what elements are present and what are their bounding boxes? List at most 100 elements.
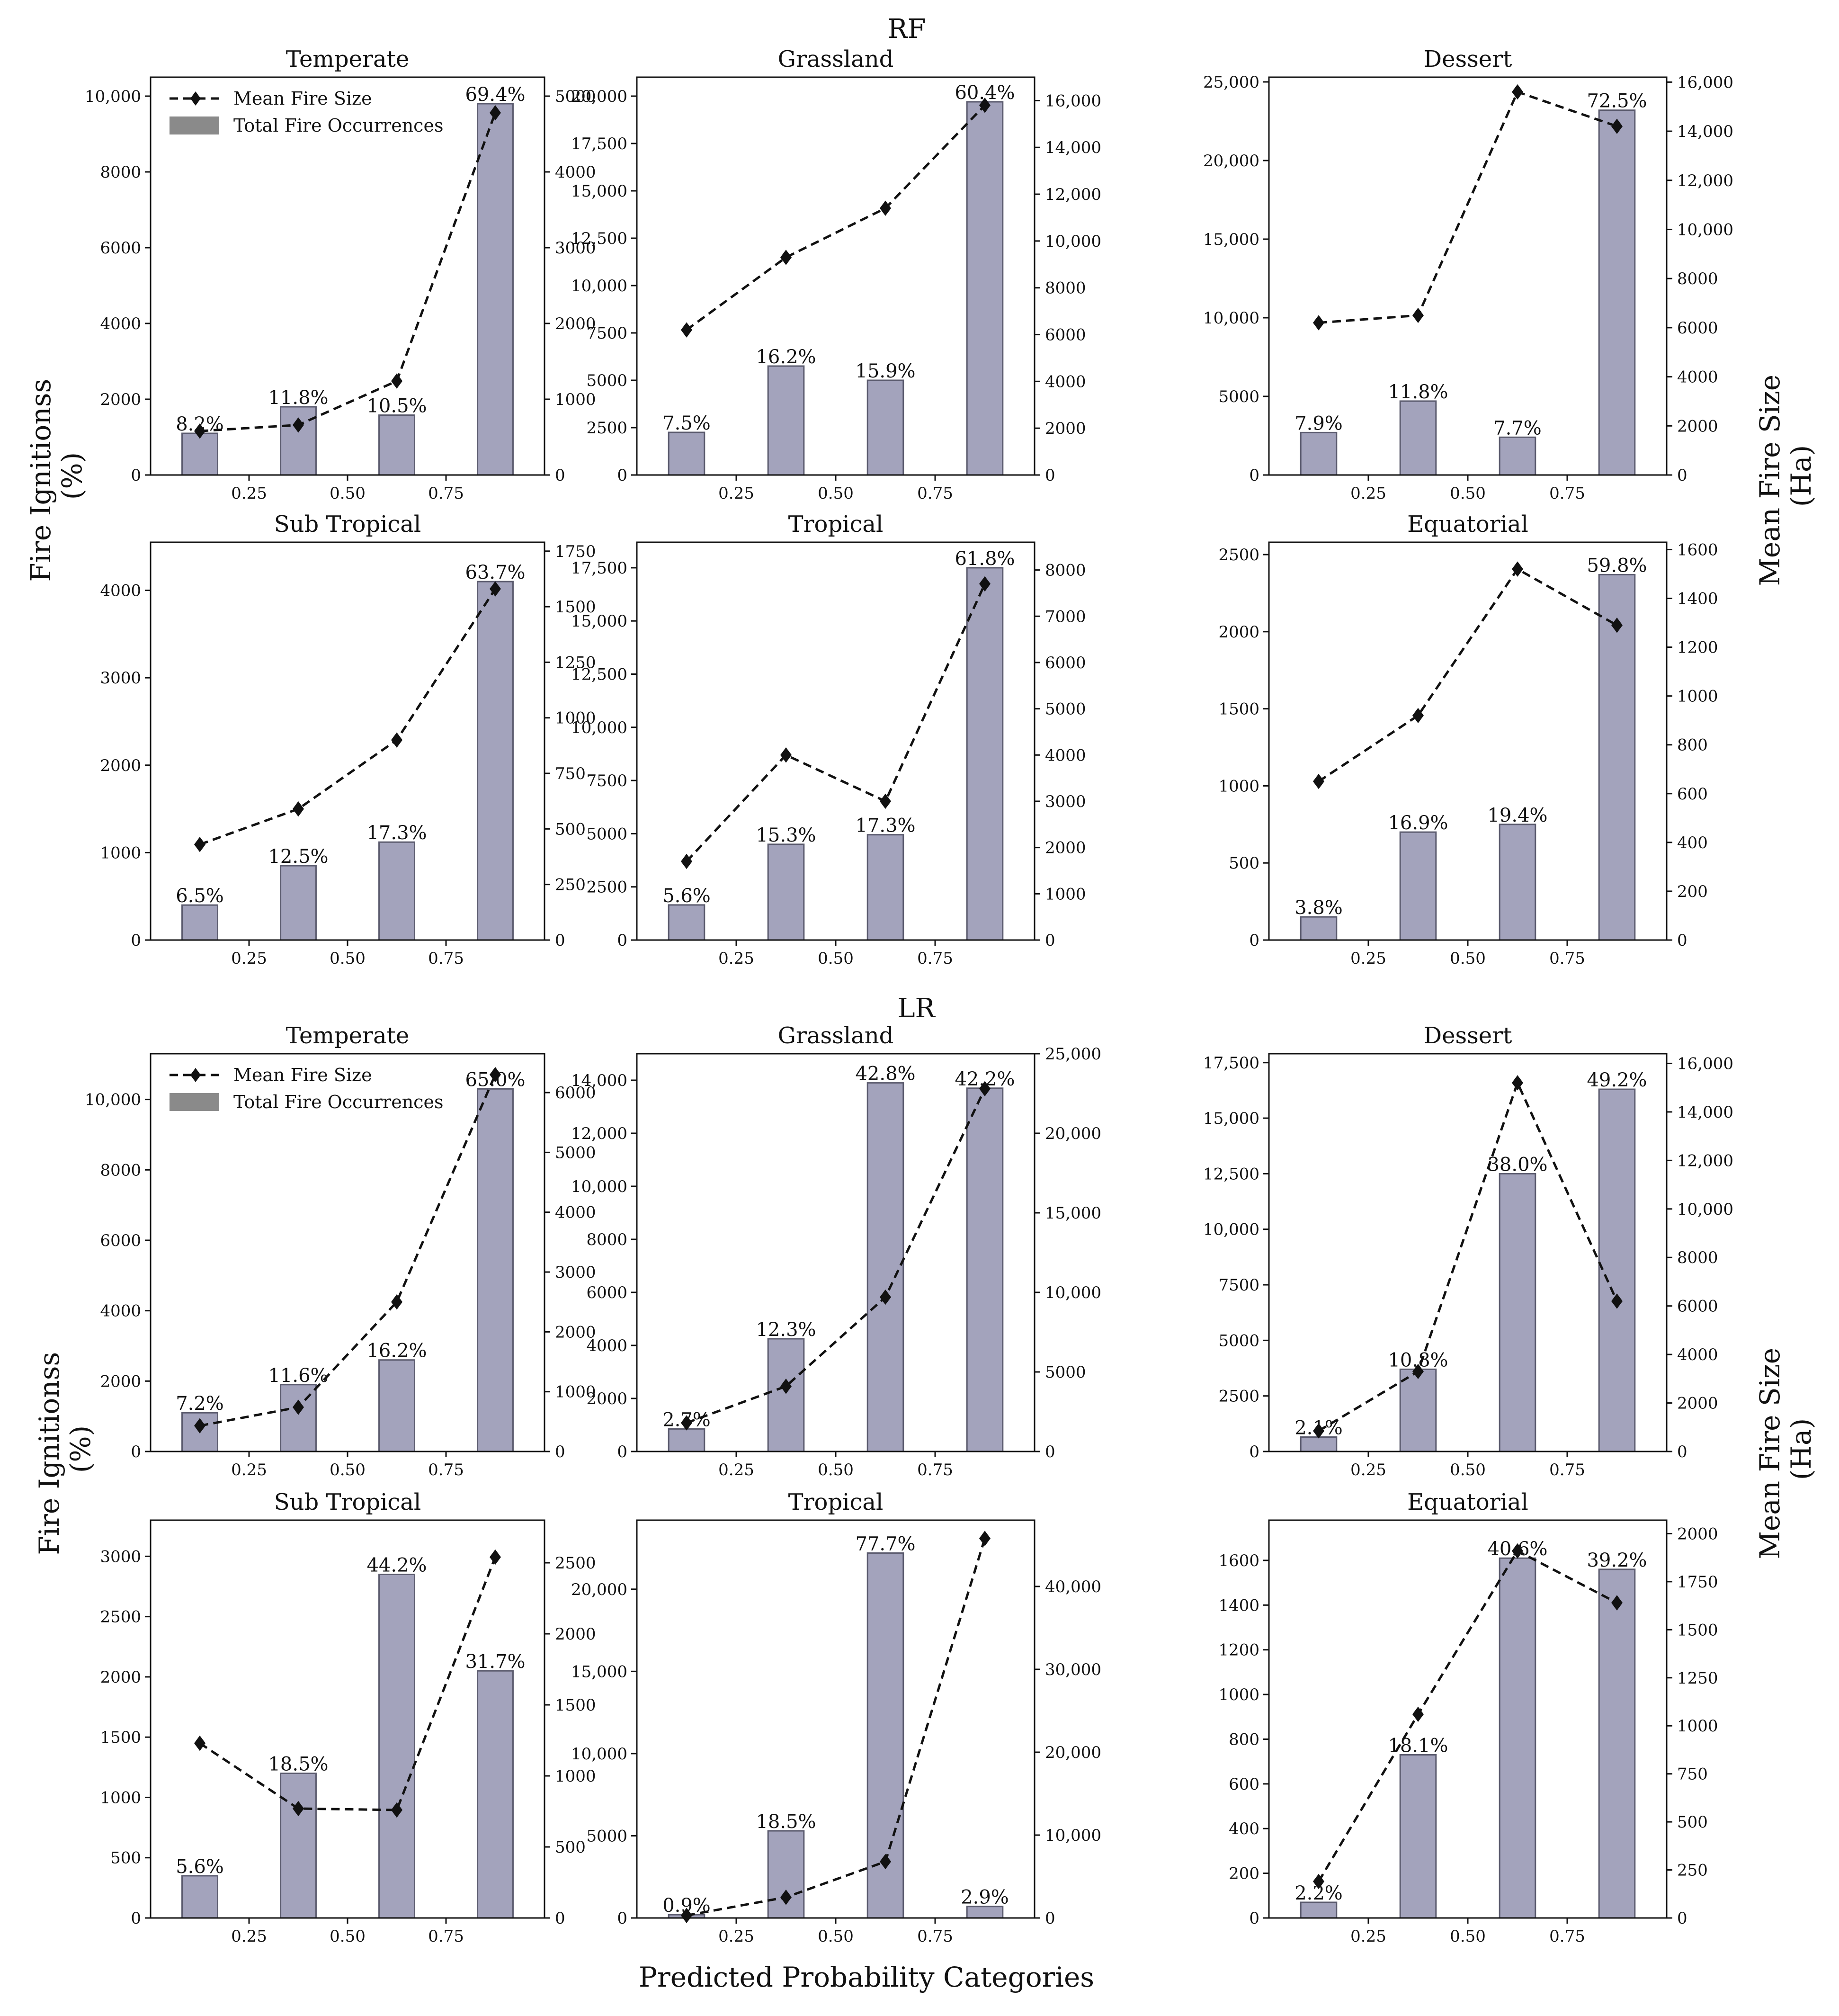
y-right-tick-label: 1400 [1677,590,1718,609]
bar [477,1088,514,1452]
left-axis-title-line1: Fire Ignitionss [25,379,57,582]
y-left-tick-label: 14,000 [571,1071,627,1090]
chart-panel-lr-temperate: Temperate7.2%11.6%16.2%65.0%020004000600… [85,1022,596,1479]
mean-fire-size-line [686,1088,986,1424]
y-right-tick-label: 15,000 [1045,1204,1101,1223]
bar-percent-label: 7.7% [1493,417,1542,439]
y-right-tick-label: 1750 [1677,1573,1718,1592]
bar-percent-label: 12.3% [756,1319,816,1341]
y-right-tick-label: 600 [1677,785,1708,804]
legend-line-label: Mean Fire Size [233,1065,372,1085]
section-title-lr: LR [897,993,936,1024]
y-right-tick-label: 20,000 [1045,1743,1101,1762]
y-left-tick-label: 20,000 [1203,152,1259,170]
y-left-tick-label: 15,000 [1203,1109,1259,1128]
y-right-tick-label: 8000 [1045,279,1086,298]
right-axis-title-line1: Mean Fire Size [1754,1348,1786,1559]
bar-percent-label: 38.0% [1487,1154,1547,1175]
y-right-tick-label: 1500 [555,1696,596,1715]
y-left-tick-label: 20,000 [571,87,627,106]
y-left-tick-label: 1200 [1218,1641,1259,1660]
line-marker [681,853,692,869]
y-right-tick-label: 6000 [1045,654,1086,672]
mean-fire-size-line [199,112,497,432]
line-marker [1412,708,1424,724]
y-left-tick-label: 10,000 [571,718,627,737]
mean-fire-size-line [199,1557,497,1811]
y-right-tick-label: 1500 [555,598,596,617]
mean-fire-size-line [1318,567,1618,783]
right-axis-title-line2: (Ha) [1785,445,1817,507]
x-tick-label: 0.50 [330,949,366,968]
x-tick-label: 0.75 [1549,484,1585,503]
panel-title: Grassland [778,46,894,72]
chart-panel-rf-tropical: Tropical 5.6% 15.3% 17.3% 61.8% 0 2500 5000 7500… [571,511,1086,968]
x-tick-label: 0.75 [1549,1460,1585,1479]
panel-title: Grassland [778,1022,894,1049]
y-right-tick-label: 0 [1677,1443,1687,1461]
y-left-tick-label: 0 [131,931,141,950]
y-left-tick-label: 600 [1229,1775,1259,1794]
right-axis-title-line2: (Ha) [1785,1418,1817,1480]
y-right-tick-label: 14,000 [1045,138,1101,157]
y-left-tick-label: 10,000 [571,277,627,296]
line-marker [490,581,501,597]
bar-percent-label: 18.1% [1388,1735,1448,1757]
y-left-tick-label: 0 [131,1909,141,1928]
y-right-tick-label: 1200 [1677,638,1718,657]
x-tick-label: 0.25 [718,1460,754,1479]
line-marker [1412,1706,1424,1722]
bar [767,843,805,941]
y-right-tick-label: 1750 [555,542,596,561]
y-left-tick-label: 1500 [100,1728,141,1747]
y-left-tick-label: 2500 [586,419,627,438]
bar-percent-label: 16.2% [756,346,816,368]
y-left-tick-label: 20,000 [571,1580,627,1599]
bar-percent-label: 39.2% [1587,1550,1647,1571]
y-left-tick-label: 5000 [1218,387,1259,406]
line-marker [780,747,792,763]
bar-percent-label: 10.5% [366,395,427,417]
panel-title: Sub Tropical [274,1489,421,1515]
y-left-tick-label: 400 [1229,1819,1259,1838]
y-right-tick-label: 6000 [1677,1297,1718,1316]
y-right-tick-label: 1000 [1677,1717,1718,1736]
bar [1399,1754,1437,1919]
y-right-tick-label: 12,000 [1677,1151,1733,1170]
bar [966,101,1004,476]
x-tick-label: 0.50 [818,1927,854,1946]
line-marker [1512,1075,1523,1091]
y-right-tick-label: 2500 [555,1554,596,1573]
line-marker [979,98,991,113]
y-right-tick-label: 3000 [1045,792,1086,811]
bar-percent-label: 7.9% [1294,412,1343,434]
y-left-tick-label: 1600 [1218,1551,1259,1570]
y-right-tick-label: 0 [1677,931,1687,950]
y-left-tick-label: 0 [1249,1443,1259,1461]
bar-percent-label: 16.9% [1388,812,1448,834]
bar [1399,400,1437,476]
x-tick-label: 0.50 [1450,949,1486,968]
line-marker [194,1735,205,1751]
bar-percent-label: 42.8% [855,1063,915,1085]
bar-percent-label: 59.8% [1587,555,1647,576]
y-right-tick-label: 1600 [1677,540,1718,559]
y-left-tick-label: 10,000 [1203,309,1259,328]
y-left-tick-label: 2000 [100,756,141,775]
right-axis-title-line1: Mean Fire Size [1754,375,1786,586]
mean-fire-size-line [1317,1549,1618,1882]
y-right-tick-label: 250 [1677,1861,1708,1880]
y-right-tick-label: 750 [1677,1765,1708,1784]
bar-percent-label: 11.8% [1388,381,1448,403]
y-left-tick-label: 3000 [100,669,141,688]
left-axis-title-rf: Fire Ignitionss (%) [25,370,88,582]
y-left-tick-label: 1500 [1218,700,1259,719]
bar [767,365,805,476]
y-right-tick-label: 500 [555,1838,586,1857]
y-right-tick-label: 5000 [1045,700,1086,719]
y-left-tick-label: 2500 [1218,1387,1259,1406]
y-left-tick-label: 8000 [100,1161,141,1180]
y-right-tick-label: 1250 [555,653,596,672]
line-marker [194,1418,205,1434]
legend-bar-label: Total Fire Occurrences [233,115,443,136]
